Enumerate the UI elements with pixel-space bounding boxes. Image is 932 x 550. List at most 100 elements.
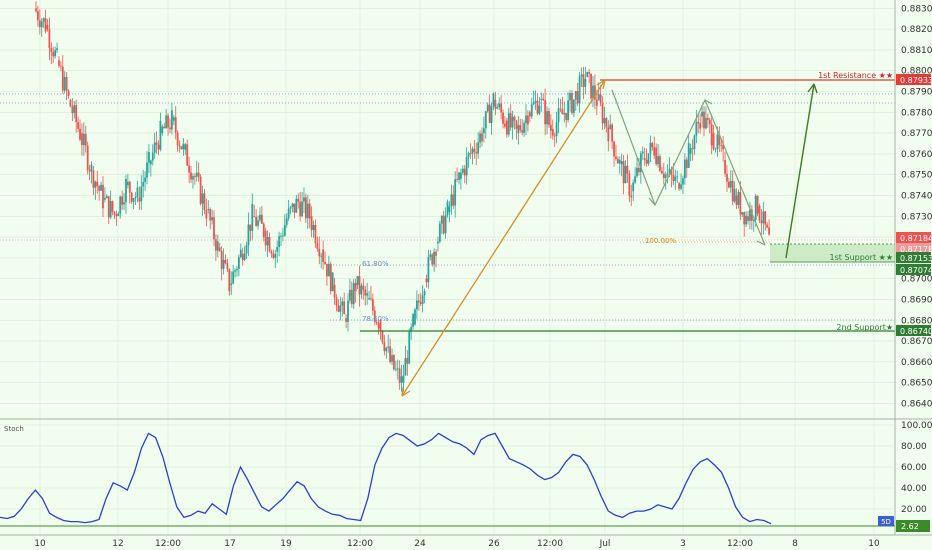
- candle-body: [764, 211, 767, 225]
- stoch-axis[interactable]: 100.00 80.00 60.00 40.00 20.00: [901, 421, 932, 515]
- candle-body: [293, 203, 296, 213]
- candle-body: [601, 103, 604, 124]
- candle-body: [105, 196, 108, 199]
- candle-body: [301, 201, 303, 217]
- candle-body: [320, 255, 323, 257]
- candle-body: [425, 278, 428, 283]
- candle-body: [530, 104, 533, 117]
- candle-body: [148, 152, 150, 163]
- candle-body: [117, 213, 120, 217]
- candle-body: [463, 168, 466, 176]
- candle-body: [624, 165, 627, 184]
- candle-body: [743, 212, 746, 225]
- time-axis[interactable]: 10 12 12:00 17 19 12:00 24 26 12:00 Jul 3 12:00 8 10: [34, 539, 880, 549]
- candle-body: [452, 194, 455, 206]
- candle-body: [710, 124, 713, 146]
- candle-body: [230, 283, 233, 285]
- candle-body: [268, 236, 271, 252]
- candle-body: [104, 198, 106, 200]
- price-tag-text: 0.87074: [900, 266, 932, 275]
- candle-body: [643, 158, 646, 160]
- candle-body: [500, 103, 503, 113]
- candle-body: [134, 196, 137, 199]
- candle-body: [239, 249, 242, 258]
- candle-body: [733, 188, 736, 202]
- candle-body: [484, 111, 487, 129]
- price-axis-bg: [895, 0, 932, 419]
- candle-body: [540, 98, 543, 100]
- candle-body: [283, 224, 286, 236]
- candle-body: [741, 212, 744, 215]
- candle-body: [645, 159, 648, 164]
- candle-body: [496, 107, 499, 109]
- candle-body: [146, 162, 148, 178]
- candle-body: [607, 127, 610, 142]
- candle-body: [605, 118, 608, 128]
- candle-body: [318, 248, 321, 257]
- candle-body: [523, 122, 525, 133]
- candle-body: [555, 122, 558, 137]
- candle-body: [636, 167, 638, 177]
- candle-body: [46, 24, 49, 30]
- candle-body: [750, 209, 753, 221]
- candle-body: [126, 181, 129, 186]
- candle-body: [111, 201, 114, 212]
- candle-body: [574, 91, 577, 100]
- orange-leg-up-arrowhead-b: [401, 390, 411, 397]
- candle-body: [59, 65, 62, 67]
- candle-body: [618, 159, 621, 164]
- candle-body: [615, 156, 617, 159]
- candle-body: [88, 169, 91, 172]
- candle-body: [297, 198, 300, 202]
- candle-body: [486, 104, 489, 112]
- candle-body: [188, 165, 191, 173]
- candle-body: [237, 257, 240, 269]
- candle-body: [190, 172, 192, 180]
- candle-body: [662, 173, 665, 179]
- orange-arrowhead-top-b: [602, 79, 606, 90]
- time-tick-label: 10: [34, 539, 46, 549]
- price-tag-text: 0.87184: [900, 234, 932, 243]
- candle-body: [266, 236, 269, 246]
- candle-body: [308, 203, 311, 219]
- candle-body: [165, 115, 168, 129]
- candle-body: [195, 172, 198, 177]
- time-tick-label: 12:00: [727, 539, 753, 549]
- candle-body: [94, 181, 97, 188]
- candle-body: [385, 347, 388, 352]
- candle-body: [527, 115, 529, 125]
- candle-body: [153, 142, 156, 153]
- resistance-label: 1st Resistance ★★: [818, 71, 893, 80]
- candle-body: [412, 313, 414, 327]
- candle-body: [207, 209, 210, 211]
- candle-body: [40, 21, 43, 28]
- candle-body: [280, 235, 282, 237]
- fib-618-label: 61.80%: [362, 260, 389, 268]
- candle-body: [56, 48, 58, 51]
- candle-body: [396, 368, 399, 370]
- candle-body: [525, 115, 527, 123]
- candle-body: [394, 368, 397, 370]
- candle-body: [511, 116, 514, 128]
- candle-body: [234, 270, 236, 272]
- candle-body: [35, 8, 37, 12]
- candle-body: [151, 152, 154, 161]
- time-tick-label: 24: [414, 539, 426, 549]
- candle-body: [461, 168, 464, 173]
- candle-body: [354, 283, 357, 292]
- candle-body: [100, 184, 102, 191]
- candle-body: [766, 224, 769, 228]
- candle-body: [362, 285, 365, 290]
- candle-body: [331, 272, 334, 292]
- candle-body: [375, 322, 378, 324]
- candle-body: [259, 214, 261, 221]
- candle-body: [186, 144, 189, 166]
